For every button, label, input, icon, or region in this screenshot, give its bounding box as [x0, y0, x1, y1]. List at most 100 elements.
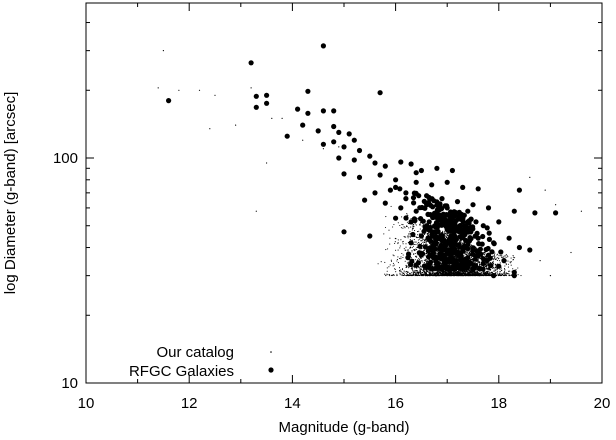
our-catalog-point — [468, 273, 470, 275]
rfgc-galaxy-point — [480, 266, 486, 272]
our-catalog-point — [498, 257, 500, 259]
rfgc-galaxy-point — [446, 228, 452, 234]
rfgc-galaxy-point — [465, 241, 471, 247]
our-catalog-point — [399, 245, 401, 247]
rfgc-galaxy-point — [511, 273, 517, 279]
legend: Our catalog RFGC Galaxies — [129, 344, 274, 380]
our-catalog-point — [250, 87, 252, 89]
our-catalog-point — [397, 262, 399, 264]
our-catalog-point — [399, 272, 401, 274]
rfgc-galaxy-point — [432, 223, 438, 229]
rfgc-galaxy-point — [470, 245, 476, 251]
rfgc-galaxy-point — [393, 184, 399, 190]
our-catalog-point — [384, 261, 386, 263]
our-catalog-point — [437, 271, 439, 273]
our-catalog-point — [403, 273, 405, 275]
our-catalog-point — [413, 249, 415, 251]
our-catalog-point — [510, 264, 512, 266]
rfgc-galaxy-point — [452, 240, 458, 246]
our-catalog-point — [471, 272, 473, 274]
rfgc-galaxy-point — [253, 104, 259, 110]
our-catalog-point — [421, 261, 423, 263]
rfgc-galaxy-point — [248, 60, 254, 66]
our-catalog-point — [401, 272, 403, 274]
our-catalog-point — [464, 275, 467, 277]
our-catalog-point — [399, 271, 401, 273]
our-catalog-point — [406, 273, 408, 275]
our-catalog-point — [421, 225, 423, 227]
our-catalog-point — [499, 273, 501, 275]
our-catalog-point — [406, 271, 409, 273]
our-catalog-point — [468, 254, 470, 256]
our-catalog-point — [400, 270, 402, 272]
y-tick-label: 10 — [61, 375, 78, 392]
rfgc-galaxy-point — [417, 243, 423, 249]
our-catalog-point — [393, 274, 395, 276]
our-catalog-point — [509, 270, 511, 272]
rfgc-galaxy-point — [442, 238, 448, 244]
our-catalog-point — [512, 268, 514, 270]
our-catalog-point — [209, 128, 211, 130]
our-catalog-point — [392, 226, 394, 228]
our-catalog-point — [544, 189, 546, 191]
our-catalog-point — [495, 275, 498, 277]
rfgc-galaxy-point — [367, 153, 373, 159]
our-catalog-point — [411, 229, 413, 231]
rfgc-galaxy-point — [527, 247, 533, 253]
rfgc-galaxy-point — [449, 255, 455, 261]
our-catalog-point — [494, 267, 496, 269]
our-catalog-point — [475, 274, 477, 276]
our-catalog-point — [486, 267, 488, 269]
rfgc-galaxy-point — [362, 197, 368, 203]
our-catalog-point — [487, 274, 490, 276]
our-catalog-point — [389, 264, 391, 266]
our-catalog-point — [392, 254, 394, 256]
our-catalog-point — [487, 263, 489, 265]
our-catalog-point — [510, 261, 512, 263]
our-catalog-point — [385, 216, 387, 218]
rfgc-galaxy-point — [447, 222, 453, 228]
our-catalog-point — [419, 273, 421, 275]
rfgc-galaxy-point — [456, 229, 462, 235]
our-catalog-point — [322, 148, 324, 150]
rfgc-galaxy-point — [408, 261, 414, 267]
our-catalog-point — [412, 224, 414, 226]
our-catalog-point — [417, 239, 419, 241]
our-catalog-point — [494, 252, 496, 254]
our-catalog-point — [492, 267, 494, 270]
our-catalog-point — [415, 244, 417, 246]
our-catalog-point — [424, 269, 426, 271]
our-catalog-point — [450, 272, 452, 274]
rfgc-galaxy-point — [461, 223, 467, 229]
our-catalog-point — [410, 257, 412, 259]
our-catalog-point — [443, 274, 445, 276]
rfgc-galaxy-point — [315, 128, 321, 134]
our-catalog-point — [549, 275, 552, 277]
our-catalog-point — [403, 235, 405, 238]
our-catalog-point — [408, 234, 410, 236]
our-catalog-point — [394, 242, 396, 244]
rfgc-galaxy-point — [437, 265, 443, 271]
our-catalog-point — [414, 241, 416, 243]
our-catalog-point — [178, 89, 180, 91]
our-catalog-point — [469, 252, 471, 255]
our-catalog-point — [424, 258, 426, 260]
our-catalog-point — [423, 249, 425, 251]
rfgc-galaxy-point — [253, 93, 259, 99]
our-catalog-point — [492, 261, 494, 263]
our-catalog-point — [487, 269, 489, 271]
our-catalog-point — [449, 274, 451, 277]
our-catalog-point — [422, 270, 424, 272]
our-catalog-point — [198, 89, 201, 91]
rfgc-galaxy-point — [439, 232, 445, 238]
rfgc-galaxy-point — [405, 255, 411, 261]
our-catalog-point — [480, 265, 482, 267]
rfgc-galaxy-point — [420, 218, 426, 224]
our-catalog-point — [385, 274, 387, 276]
our-catalog-point — [496, 254, 498, 256]
our-catalog-point — [402, 227, 404, 229]
our-catalog-point — [466, 271, 469, 273]
our-catalog-point — [433, 270, 435, 272]
our-catalog-point — [517, 274, 519, 276]
our-catalog-point — [461, 274, 463, 276]
